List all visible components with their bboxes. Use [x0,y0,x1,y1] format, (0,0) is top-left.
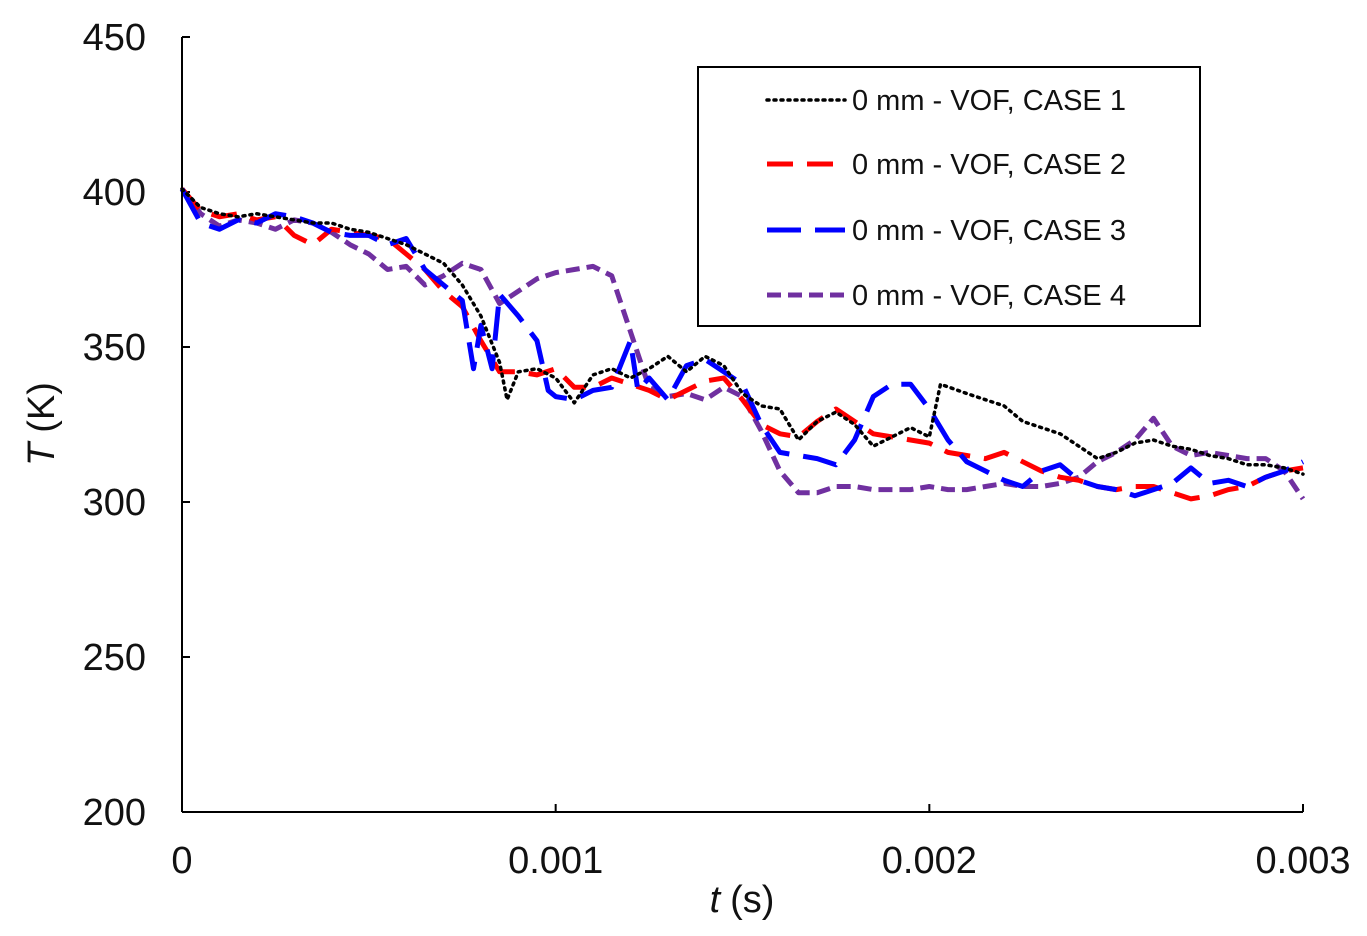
y-tick-label: 200 [83,792,146,834]
x-tick-label: 0.003 [1255,840,1350,882]
series-line-case-4 [180,187,1306,501]
series-line-case-1 [180,187,1305,476]
legend-label-case-3: 0 mm - VOF, CASE 3 [852,215,1126,247]
y-axis-var: T [21,440,63,466]
y-tick-label: 450 [83,17,146,59]
legend-label-case-4: 0 mm - VOF, CASE 4 [852,280,1126,312]
y-tick-label: 350 [83,327,146,369]
y-tick-label: 250 [83,637,146,679]
legend-label-case-1: 0 mm - VOF, CASE 1 [852,85,1126,117]
x-axis-title: t (s) [710,879,775,921]
x-axis-ticks: 0 0.001 0.002 0.003 [171,804,1351,882]
x-tick-label: 0.001 [508,840,603,882]
series-line-case-3 [179,187,1305,499]
y-axis-unit: (K) [21,382,63,433]
x-axis-var: t [710,879,722,921]
series-layer [179,187,1306,502]
legend-box [697,66,1201,327]
y-tick-label: 400 [83,172,146,214]
legend-label-case-2: 0 mm - VOF, CASE 2 [852,149,1126,181]
y-tick-label: 300 [83,482,146,524]
legend: 0 mm - VOF, CASE 1 0 mm - VOF, CASE 2 0 … [697,66,1201,327]
y-axis-title: T (K) [21,382,63,466]
y-axis-ticks: 200 250 300 350 400 450 [83,17,190,834]
x-tick-label: 0 [171,840,192,882]
x-tick-label: 0.002 [882,840,977,882]
x-axis-unit: (s) [730,879,774,921]
